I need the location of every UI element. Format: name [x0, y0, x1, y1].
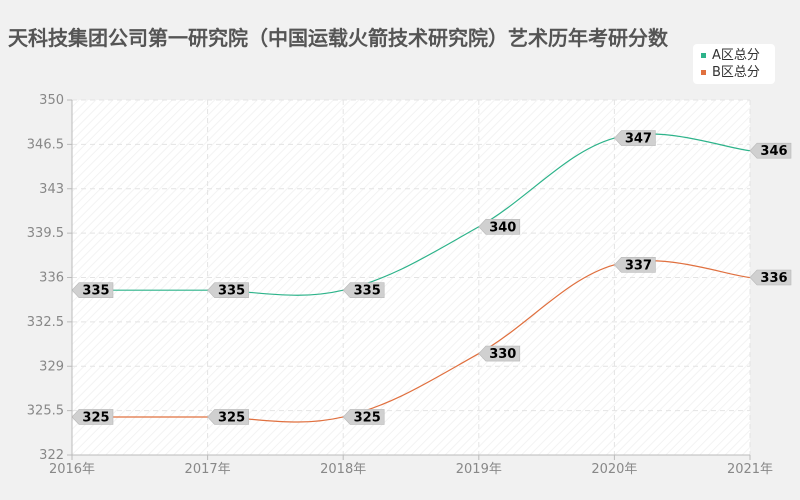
y-tick-label: 350 [39, 93, 64, 108]
x-tick-label: 2021年 [727, 462, 773, 477]
data-label-text: 335 [354, 284, 381, 299]
y-tick-label: 322 [39, 448, 64, 463]
data-label-text: 335 [82, 284, 109, 299]
x-tick-label: 2016年 [49, 462, 95, 477]
data-label-a: 335 [207, 282, 249, 299]
data-label-b: 337 [613, 257, 656, 273]
data-label-tag [613, 130, 656, 146]
data-label-a: 335 [342, 282, 385, 299]
data-label-b: 325 [71, 409, 114, 425]
y-tick-label: 325.5 [27, 404, 64, 419]
y-tick-label: 336 [39, 271, 64, 286]
data-label-text: 347 [625, 132, 652, 147]
data-label-text: 325 [82, 410, 109, 425]
data-label-tag [71, 409, 114, 425]
legend-item-a[interactable]: A区总分 [701, 48, 760, 64]
x-tick-label: 2017年 [185, 462, 231, 477]
data-label-tag [613, 257, 656, 273]
legend-swatch-b [701, 70, 706, 75]
legend-label-a: A区总分 [712, 48, 760, 63]
y-tick-label: 339.5 [27, 226, 64, 241]
data-label-b: 336 [749, 269, 792, 286]
x-tick-label: 2018年 [320, 462, 366, 477]
data-label-text: 337 [625, 258, 652, 273]
data-label-tag [749, 142, 792, 159]
axis-layer: 322 325.5 329 332.5 336 339.5 343 346.5 350 2016年… [27, 93, 773, 477]
data-label-tag [478, 345, 521, 362]
data-label-a: 335 [71, 282, 114, 299]
data-label-tag [749, 269, 792, 286]
chart-title: 天科技集团公司第一研究院（中国运载火箭技术研究院）艺术历年考研分数 [8, 26, 668, 50]
legend-label-b: B区总分 [712, 65, 760, 80]
data-label-a: 340 [478, 218, 521, 235]
data-label-b: 325 [342, 409, 385, 425]
data-label-text: 346 [760, 144, 787, 159]
data-label-text: 325 [218, 410, 245, 425]
data-label-text: 335 [218, 284, 245, 299]
data-label-tag [342, 409, 385, 425]
legend-item-b[interactable]: B区总分 [701, 65, 760, 81]
y-tick-label: 343 [39, 182, 64, 197]
data-label-text: 340 [489, 220, 516, 235]
y-tick-label: 332.5 [27, 315, 64, 330]
data-label-tag [478, 218, 521, 235]
y-tick-label: 346.5 [27, 137, 64, 152]
data-label-b: 325 [207, 409, 249, 425]
data-label-text: 330 [489, 347, 516, 362]
data-label-a: 346 [749, 142, 792, 159]
x-tick-label: 2019年 [456, 462, 502, 477]
data-label-tag [207, 409, 249, 425]
data-label-b: 330 [478, 345, 521, 362]
data-label-text: 336 [760, 271, 787, 286]
legend-swatch-a [701, 53, 706, 58]
data-label-tag [71, 282, 114, 298]
label-layer: 335 335 335 340 347 346 325 325 325 330 337 336 [71, 130, 792, 425]
data-label-tag [207, 282, 249, 298]
data-label-text: 325 [354, 410, 381, 425]
data-label-a: 347 [613, 130, 656, 147]
chart-legend: A区总分 B区总分 [693, 44, 775, 84]
y-tick-label: 329 [39, 359, 64, 374]
x-tick-label: 2020年 [591, 462, 637, 477]
data-label-tag [342, 282, 385, 298]
